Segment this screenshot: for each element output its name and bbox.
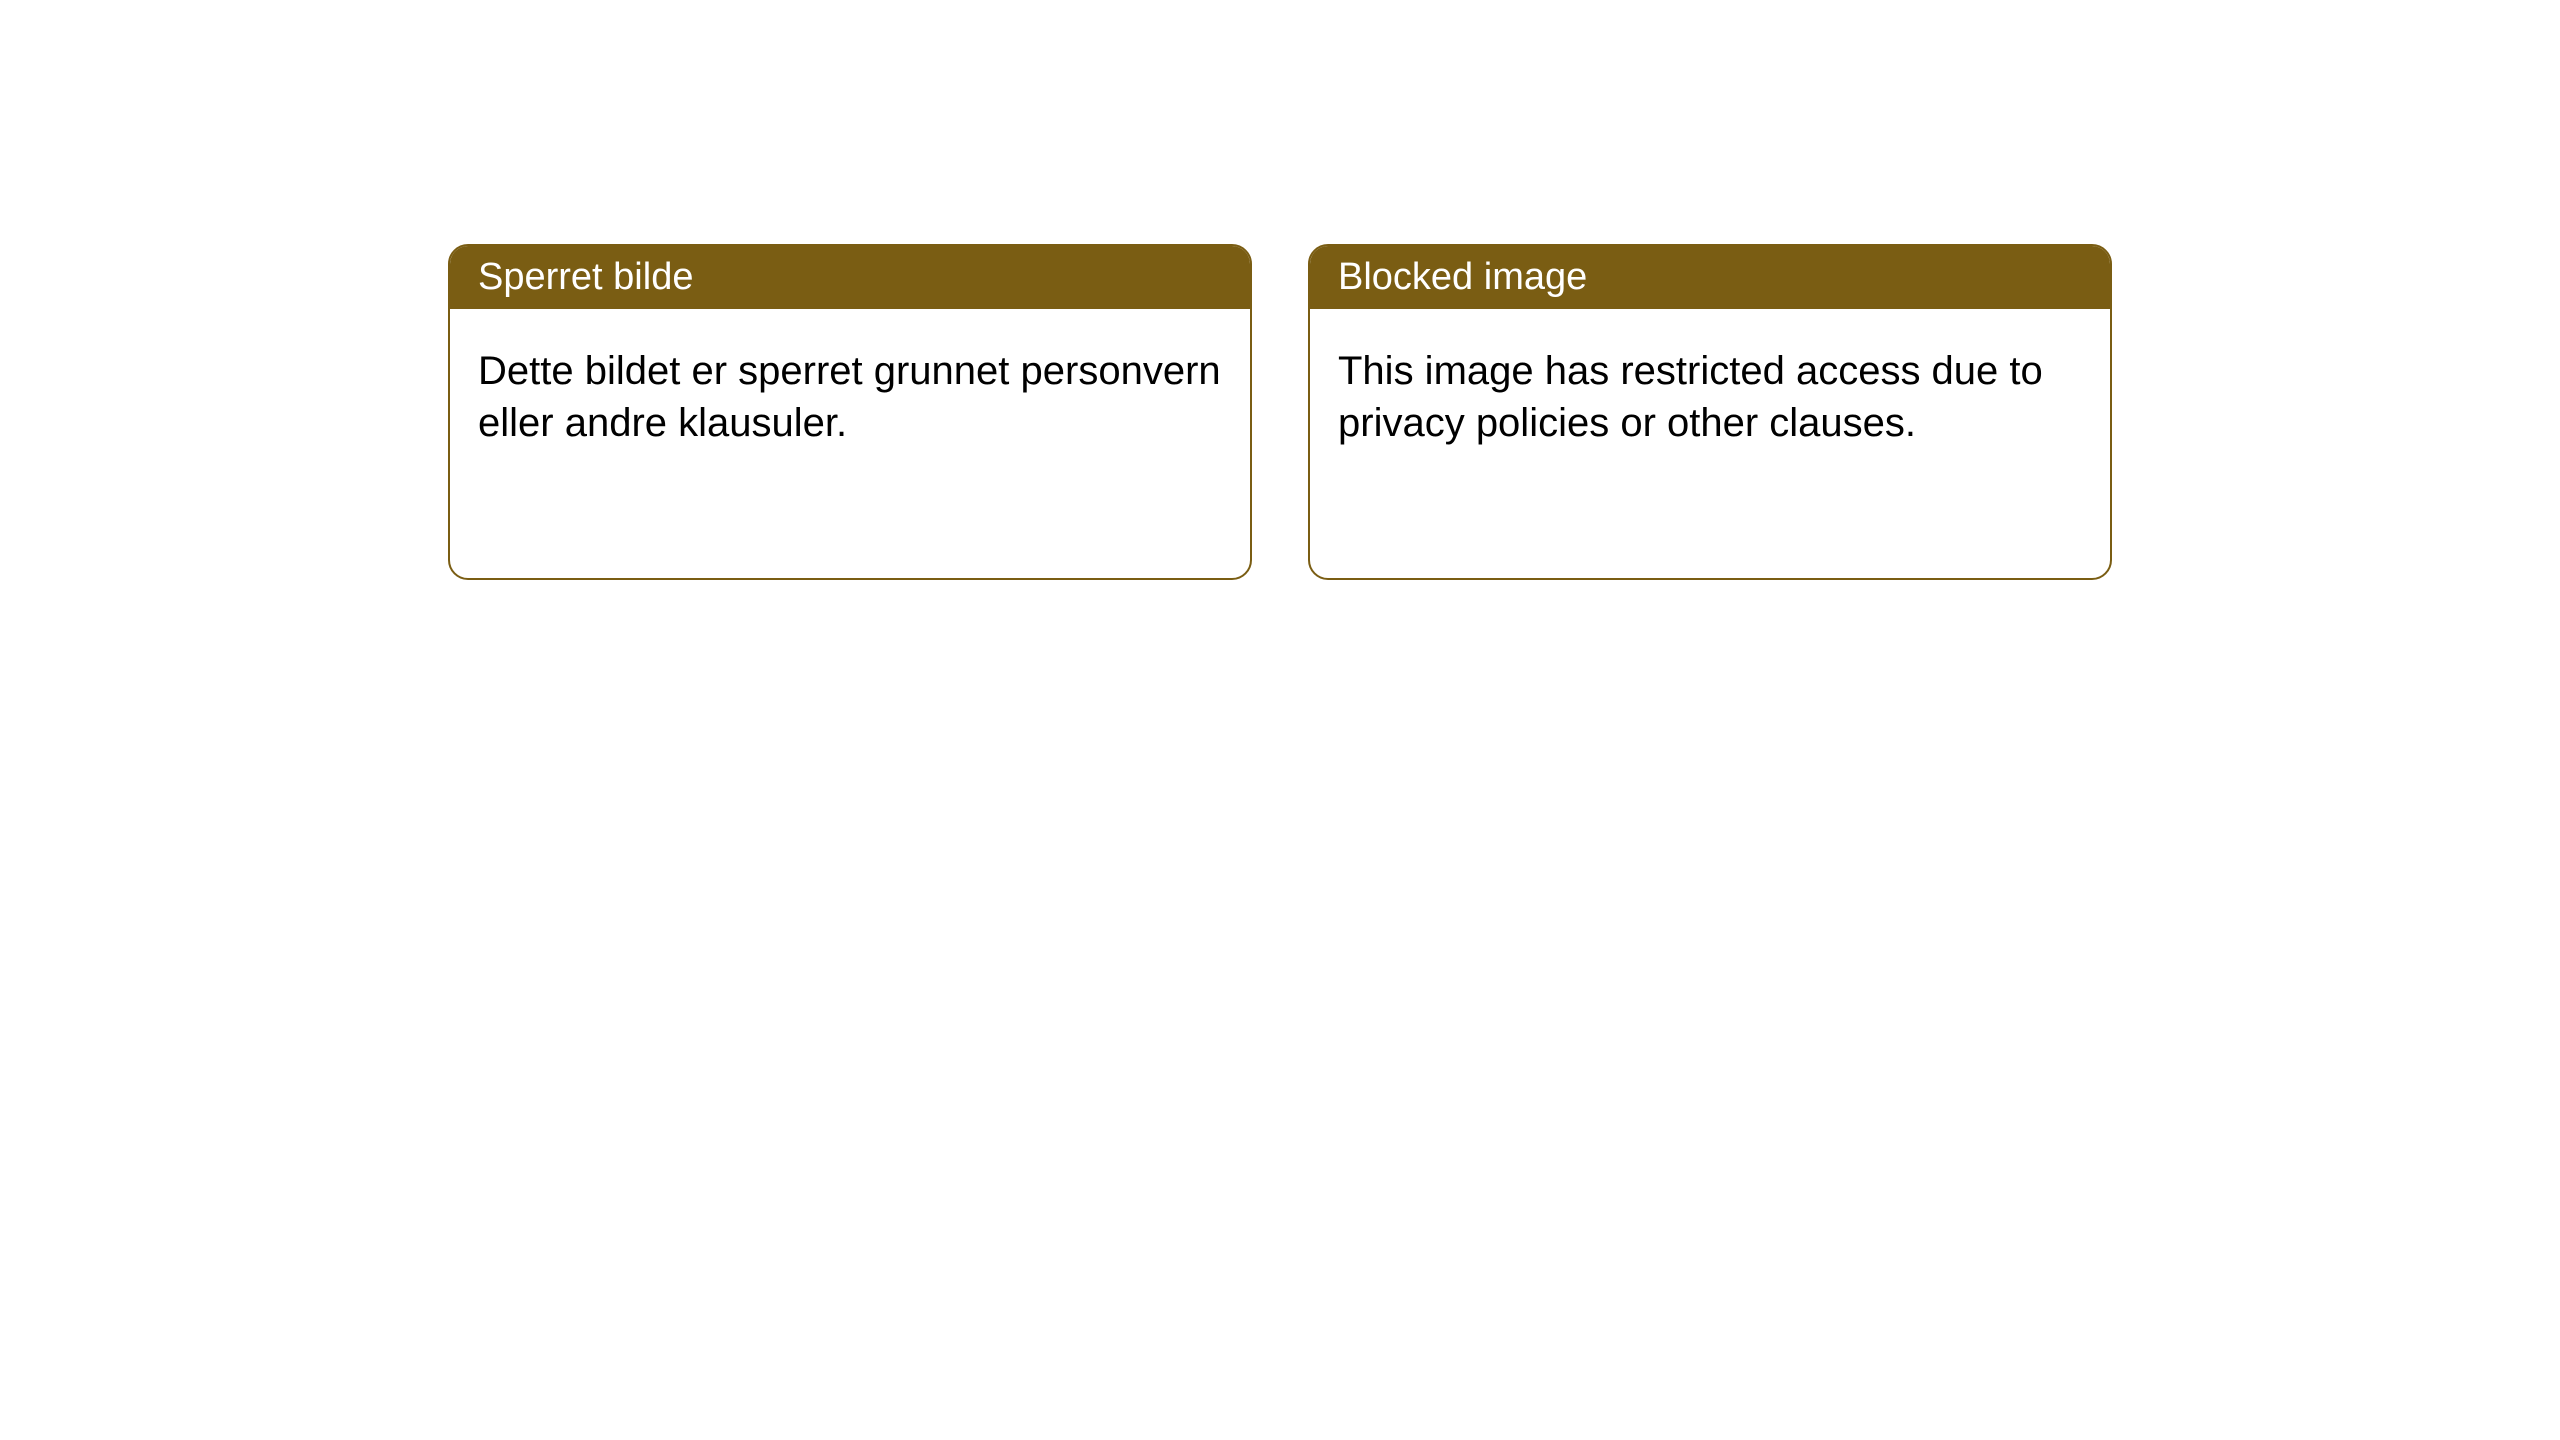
card-header-en: Blocked image	[1310, 246, 2110, 309]
blocked-image-card-en: Blocked image This image has restricted …	[1308, 244, 2112, 580]
card-header-no: Sperret bilde	[450, 246, 1250, 309]
card-body-en: This image has restricted access due to …	[1310, 309, 2110, 485]
card-body-no: Dette bildet er sperret grunnet personve…	[450, 309, 1250, 485]
notice-cards-container: Sperret bilde Dette bildet er sperret gr…	[0, 0, 2560, 580]
blocked-image-card-no: Sperret bilde Dette bildet er sperret gr…	[448, 244, 1252, 580]
